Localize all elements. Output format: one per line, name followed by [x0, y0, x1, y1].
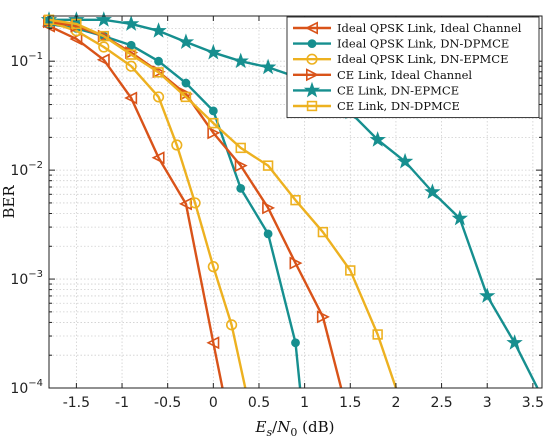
- legend-item: Ideal QPSK Link, DN-EPMCE: [293, 52, 508, 66]
- legend-label: Ideal QPSK Link, DN-EPMCE: [337, 52, 508, 66]
- data-point: [290, 194, 301, 206]
- x-tick-label: 0.5: [248, 395, 270, 411]
- legend-label: Ideal QPSK Link, Ideal Channel: [337, 21, 522, 35]
- data-point: [372, 329, 383, 340]
- y-tick-label: 10−3: [10, 269, 43, 288]
- data-point: [424, 183, 441, 199]
- data-point: [180, 91, 192, 103]
- x-tick-label: -0.5: [154, 395, 181, 411]
- data-point: [225, 319, 238, 331]
- data-point: [259, 58, 277, 75]
- legend-marker: [303, 81, 321, 98]
- data-point: [95, 11, 112, 27]
- data-point: [154, 56, 163, 66]
- data-point: [152, 91, 165, 103]
- y-tick-label: 10−1: [10, 51, 43, 70]
- data-point: [479, 287, 496, 303]
- x-tick-label: 1: [300, 395, 309, 411]
- x-tick-labels: -1.5 -1 -0.5 0 0.5 1 1.5 2 2.5 3 3.5: [63, 395, 544, 411]
- legend-marker: [306, 100, 318, 112]
- data-point: [171, 139, 183, 151]
- data-point: [181, 78, 191, 88]
- data-point: [98, 30, 109, 42]
- legend-label: CE Link, DN-EPMCE: [337, 83, 459, 97]
- data-point: [345, 265, 356, 276]
- data-point: [263, 229, 273, 239]
- legend-label: Ideal QPSK Link, DN-DPMCE: [337, 37, 509, 51]
- data-point: [506, 334, 523, 350]
- data-point: [125, 49, 137, 60]
- data-point: [262, 160, 274, 171]
- data-point: [236, 183, 246, 193]
- series-0: [42, 19, 224, 389]
- data-point: [396, 152, 414, 169]
- legend-label: CE Link, Ideal Channel: [337, 68, 472, 82]
- series-5: [43, 14, 398, 389]
- data-point: [178, 197, 192, 211]
- legend: Ideal QPSK Link, Ideal Channel Ideal QPSK…: [286, 16, 540, 119]
- x-tick-label: 3.5: [522, 395, 544, 411]
- y-tick-label: 10−2: [10, 160, 43, 179]
- data-point: [189, 197, 201, 209]
- data-point: [126, 40, 136, 50]
- legend-marker: [305, 21, 319, 35]
- legend-box: [286, 16, 540, 119]
- data-point: [208, 106, 218, 116]
- data-point: [369, 131, 386, 147]
- data-point: [206, 336, 220, 350]
- data-point: [96, 53, 110, 67]
- data-point: [177, 33, 195, 49]
- series-line: [48, 20, 247, 389]
- data-point: [451, 209, 469, 226]
- data-point: [208, 117, 219, 129]
- data-point: [291, 338, 300, 348]
- data-point: [232, 52, 249, 69]
- legend-marker: [306, 53, 318, 65]
- data-point: [234, 159, 248, 173]
- data-point: [98, 41, 110, 53]
- x-tick-label: 0: [209, 395, 218, 411]
- x-tick-label: 2: [391, 395, 400, 411]
- data-point: [207, 126, 221, 140]
- data-point: [153, 67, 164, 78]
- x-axis-title: Es/N0 (dB): [255, 418, 335, 439]
- data-point: [151, 151, 165, 165]
- data-point: [317, 226, 329, 238]
- legend-item: Ideal QPSK Link, DN-DPMCE: [293, 37, 509, 51]
- x-tick-label: 1.5: [339, 395, 361, 411]
- data-point: [97, 29, 111, 43]
- legend-item: CE Link, DN-DPMCE: [293, 99, 460, 113]
- y-tick-labels: 10−4 10−3 10−2 10−1: [10, 51, 43, 397]
- legend-marker: [305, 68, 319, 82]
- x-tick-label: 2.5: [430, 395, 452, 411]
- data-point: [122, 15, 140, 31]
- data-point: [316, 310, 330, 324]
- data-point: [262, 201, 276, 215]
- y-tick-label: 10−4: [10, 378, 43, 397]
- legend-item: CE Link, DN-EPMCE: [293, 81, 459, 98]
- data-point: [150, 22, 167, 38]
- data-point: [205, 43, 222, 60]
- plot-frame: [48, 15, 543, 389]
- data-point: [207, 261, 219, 273]
- data-point: [124, 91, 138, 105]
- legend-label: CE Link, DN-DPMCE: [337, 99, 460, 113]
- x-tick-label: -1.5: [63, 395, 90, 411]
- x-tick-label: 3: [483, 395, 492, 411]
- legend-marker: [307, 39, 317, 48]
- x-tick-label: -1: [115, 395, 129, 411]
- legend-item: Ideal QPSK Link, Ideal Channel: [293, 21, 522, 35]
- data-point: [235, 142, 246, 154]
- data-point: [289, 256, 303, 270]
- legend-item: CE Link, Ideal Channel: [293, 68, 472, 82]
- data-point: [125, 60, 137, 72]
- y-axis-title: BER: [0, 185, 18, 219]
